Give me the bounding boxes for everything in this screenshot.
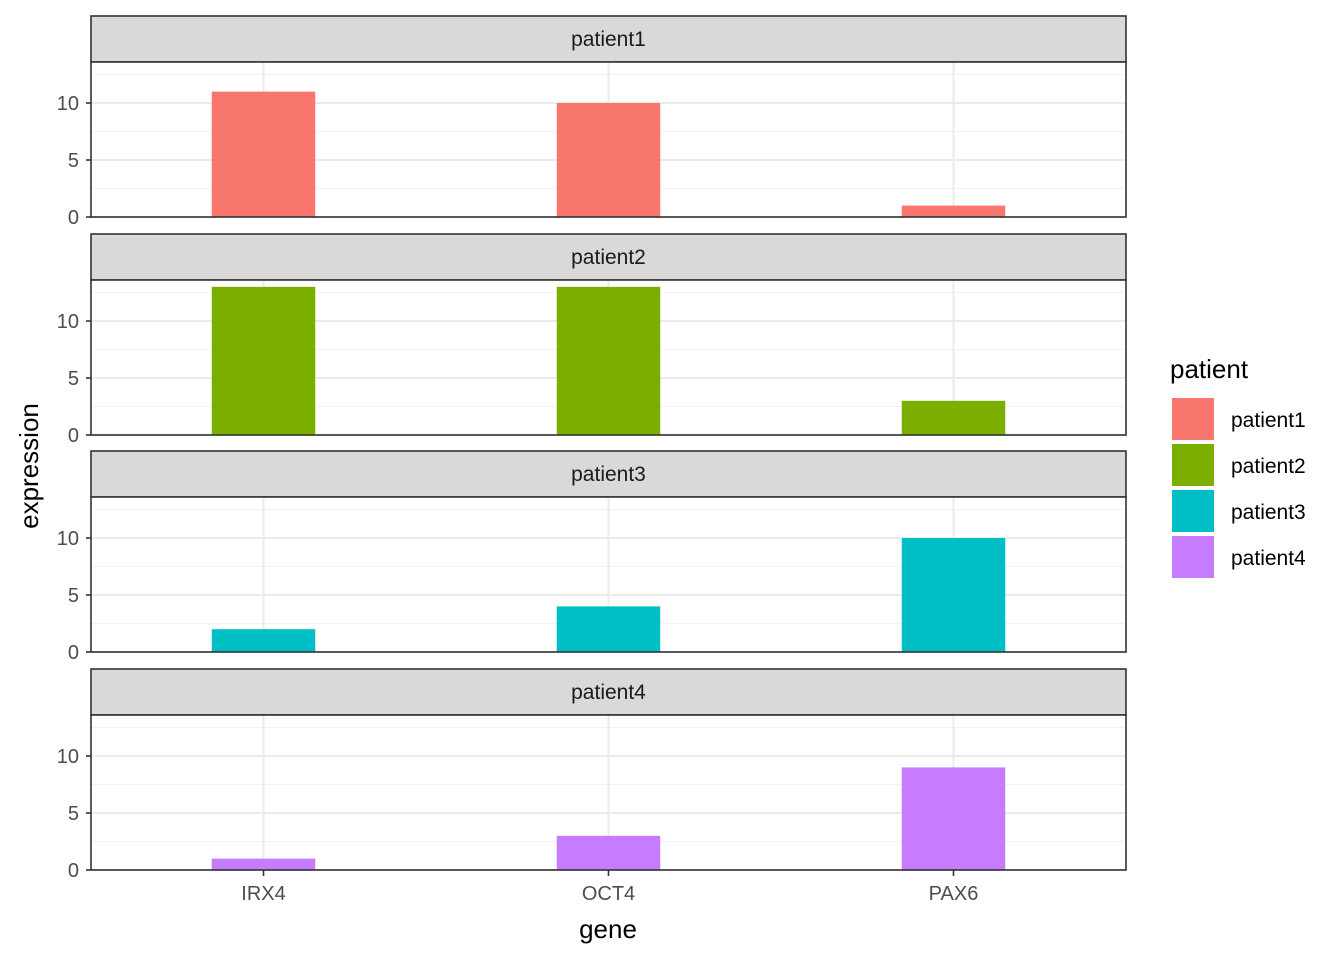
facet-panel-patient1: patient1 0 5 10 <box>57 15 1127 229</box>
bar-patient4-irx4 <box>211 858 316 870</box>
facet-strip <box>90 233 1127 281</box>
facet-panel-patient3: patient3 0 5 10 <box>57 450 1127 664</box>
y-tick-label: 10 <box>57 528 79 550</box>
bar-patient4-pax6 <box>901 767 1006 870</box>
legend: patient patient1 patient2 patient3 patient4 <box>1170 354 1306 578</box>
y-tick-label: 5 <box>68 585 79 607</box>
legend-key-patient1 <box>1172 398 1214 440</box>
facet-strip-label: patient3 <box>571 463 646 486</box>
bar-patient2-irx4 <box>211 286 316 435</box>
legend-label-patient3: patient3 <box>1231 501 1306 524</box>
bar-patient1-oct4 <box>556 103 661 217</box>
panel-border <box>90 61 1127 218</box>
facet-strip-label: patient2 <box>571 246 646 269</box>
bar-patient4-oct4 <box>556 835 661 870</box>
facet-strip <box>90 450 1127 498</box>
x-tick-label-pax6: PAX6 <box>929 883 979 905</box>
y-tick-label: 10 <box>57 93 79 115</box>
y-tick-label: 10 <box>57 746 79 768</box>
x-tick-label-irx4: IRX4 <box>241 883 285 905</box>
legend-label-patient4: patient4 <box>1231 547 1306 570</box>
y-tick-label: 10 <box>57 311 79 333</box>
bar-patient1-pax6 <box>901 205 1006 217</box>
facet-strip-label: patient4 <box>571 681 646 704</box>
x-axis-title: gene <box>579 914 637 944</box>
bar-patient3-oct4 <box>556 606 661 652</box>
facet-strip-label: patient1 <box>571 28 646 51</box>
y-tick-label: 0 <box>68 207 79 229</box>
legend-title: patient <box>1170 354 1249 384</box>
facet-panel-patient4: patient4 0 5 10 <box>57 668 1127 882</box>
y-tick-label: 0 <box>68 425 79 447</box>
bar-patient3-pax6 <box>901 538 1006 652</box>
legend-label-patient2: patient2 <box>1231 455 1306 478</box>
legend-label-patient1: patient1 <box>1231 409 1306 432</box>
y-tick-label: 5 <box>68 368 79 390</box>
bar-patient2-oct4 <box>556 286 661 435</box>
panel-border <box>90 279 1127 436</box>
y-tick-label: 0 <box>68 860 79 882</box>
bar-patient1-irx4 <box>211 91 316 217</box>
legend-key-patient2 <box>1172 444 1214 486</box>
panel-border <box>90 496 1127 653</box>
y-axis-title: expression <box>14 403 44 529</box>
bar-patient3-irx4 <box>211 629 316 652</box>
x-tick-label-oct4: OCT4 <box>582 883 635 905</box>
facet-strip <box>90 668 1127 716</box>
facet-panels: patient10510patient20510patient30510pati… <box>57 15 1127 882</box>
legend-key-patient4 <box>1172 536 1214 578</box>
bar-patient2-pax6 <box>901 400 1006 435</box>
y-tick-label: 5 <box>68 803 79 825</box>
facet-panel-patient2: patient2 0 5 10 <box>57 233 1127 447</box>
y-tick-label: 5 <box>68 150 79 172</box>
y-tick-label: 0 <box>68 642 79 664</box>
legend-key-patient3 <box>1172 490 1214 532</box>
facet-strip <box>90 15 1127 63</box>
x-axis: IRX4 OCT4 PAX6 <box>241 870 978 905</box>
